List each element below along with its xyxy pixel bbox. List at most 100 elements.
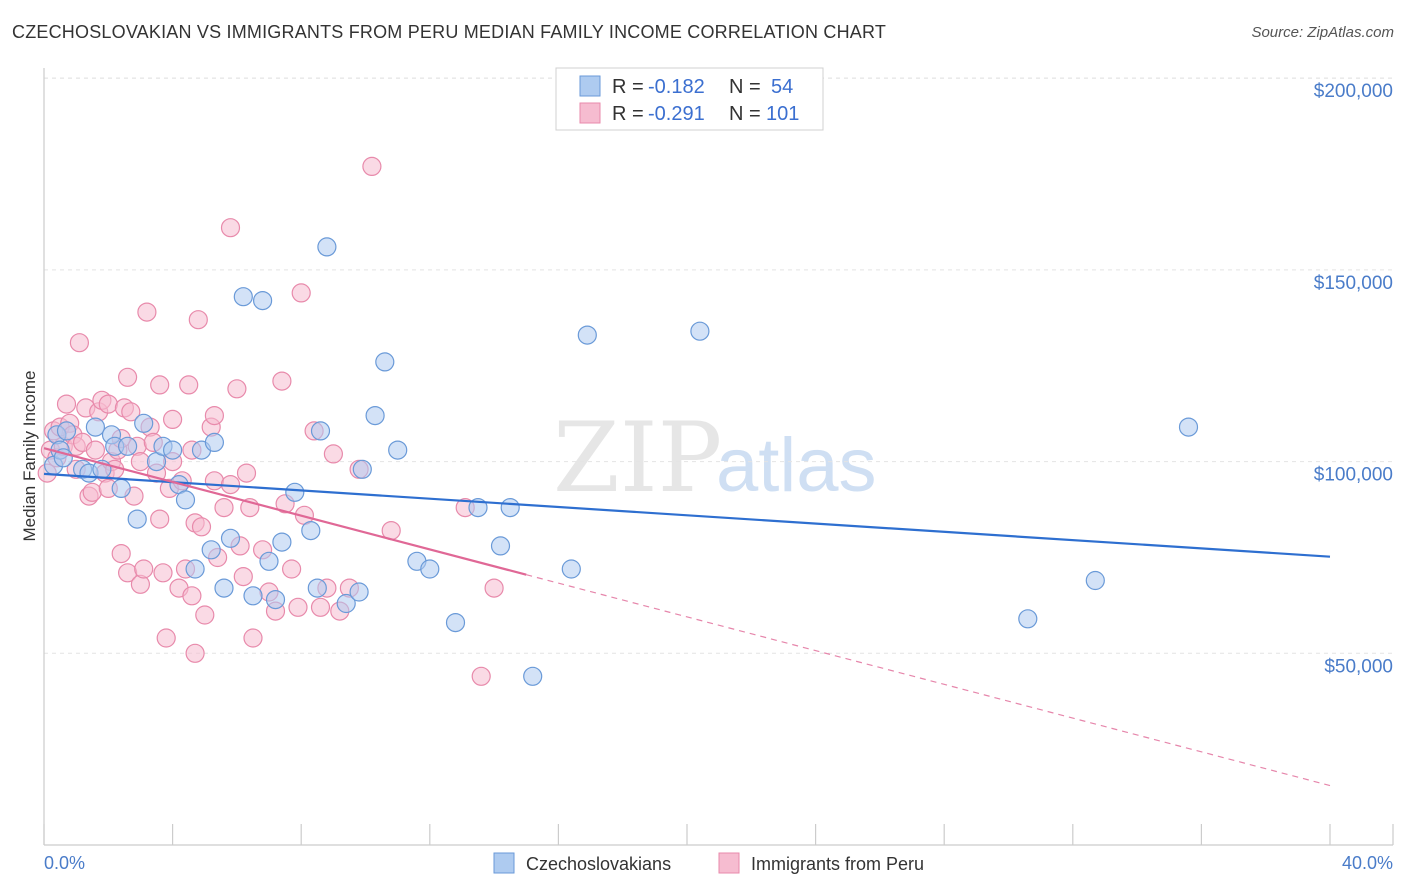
czech-point-40 xyxy=(365,406,385,426)
peru-point-26 xyxy=(111,543,131,564)
czech-point-13 xyxy=(127,509,147,529)
peru-point-78 xyxy=(291,283,311,303)
czech-point-53 xyxy=(1018,609,1038,629)
czech-point-27 xyxy=(243,586,263,606)
y-tick-label-1: $100,000 xyxy=(1314,465,1393,486)
peru-point-30 xyxy=(121,402,141,422)
czech-point-33 xyxy=(301,520,321,541)
czech-point-4 xyxy=(56,421,77,441)
bottom-legend: Czechoslovakians Immigrants from Peru xyxy=(493,852,924,874)
watermark: ZIP atlas xyxy=(553,402,877,514)
legend-swatch-czech xyxy=(579,75,601,97)
peru-point-40 xyxy=(150,375,170,395)
legend-r-label-czech: R = xyxy=(612,76,644,98)
peru-point-90 xyxy=(471,666,491,686)
peru-point-70 xyxy=(243,628,263,648)
czech-point-42 xyxy=(388,440,408,460)
y-tick-label-0: $50,000 xyxy=(1324,656,1393,677)
y-tick-label-2: $150,000 xyxy=(1314,273,1393,294)
peru-point-35 xyxy=(134,559,154,579)
x-ticks xyxy=(43,824,1394,845)
legend: R = -0.182 N = 54 R = -0.291 N = 101 xyxy=(555,67,824,131)
peru-point-54 xyxy=(185,643,205,663)
x-tick-label-min: 0.0% xyxy=(44,853,85,873)
peru-point-16 xyxy=(85,440,106,460)
peru-point-43 xyxy=(156,628,176,648)
peru-trend-line xyxy=(43,447,527,576)
czech-point-29 xyxy=(259,551,279,571)
peru-point-36 xyxy=(137,302,157,322)
y-axis-label: Median Family Income xyxy=(20,370,39,541)
y-tick-label-3: $200,000 xyxy=(1314,81,1393,102)
czech-point-32 xyxy=(285,482,305,502)
legend-n-value-peru: 101 xyxy=(766,103,799,125)
legend-r-value-peru: -0.291 xyxy=(648,103,705,125)
czech-point-31 xyxy=(272,532,292,552)
peru-point-50 xyxy=(179,375,199,395)
czech-point-44 xyxy=(420,559,440,579)
peru-point-6 xyxy=(56,394,77,414)
legend-n-label-czech: N = xyxy=(729,76,761,98)
peru-point-11 xyxy=(69,333,90,353)
czech-point-52 xyxy=(690,321,710,341)
peru-point-83 xyxy=(323,444,343,464)
czech-point-20 xyxy=(185,559,205,579)
legend-r-label-peru: R = xyxy=(612,103,644,125)
peru-point-20 xyxy=(98,394,118,414)
czech-point-54 xyxy=(1085,570,1105,591)
peru-point-45 xyxy=(163,409,183,429)
czech-point-11 xyxy=(111,478,131,498)
peru-point-15 xyxy=(82,482,102,502)
peru-point-57 xyxy=(195,605,215,625)
czech-point-23 xyxy=(204,432,224,452)
peru-point-56 xyxy=(191,517,212,537)
czech-point-37 xyxy=(336,593,356,614)
czech-points xyxy=(43,237,1199,686)
peru-point-42 xyxy=(153,563,173,583)
grid xyxy=(44,77,1393,654)
czech-point-22 xyxy=(201,540,221,560)
peru-point-65 xyxy=(227,379,247,399)
bottom-legend-swatch-czech xyxy=(493,852,515,874)
czech-point-47 xyxy=(490,536,511,556)
peru-point-76 xyxy=(282,559,302,579)
czech-point-17 xyxy=(163,440,183,460)
trend-lines xyxy=(43,447,1331,787)
chart-source: Source: ZipAtlas.com xyxy=(1251,24,1394,41)
legend-r-value-czech: -0.182 xyxy=(648,76,705,98)
peru-point-91 xyxy=(484,578,504,598)
peru-point-87 xyxy=(362,156,382,176)
legend-n-value-czech: 54 xyxy=(771,76,793,98)
czech-point-7 xyxy=(85,417,106,437)
peru-point-41 xyxy=(150,509,170,529)
czech-point-30 xyxy=(265,589,286,610)
czech-point-39 xyxy=(352,459,372,479)
peru-point-29 xyxy=(117,367,138,387)
czech-point-19 xyxy=(175,490,196,510)
peru-point-59 xyxy=(204,471,224,491)
czech-point-38 xyxy=(349,582,369,602)
bottom-legend-label-czech: Czechoslovakians xyxy=(526,854,671,874)
bottom-legend-swatch-peru xyxy=(718,852,740,874)
watermark-atlas: atlas xyxy=(716,423,877,508)
legend-swatch-peru xyxy=(579,102,601,124)
czech-point-49 xyxy=(523,666,543,686)
peru-point-77 xyxy=(288,597,308,617)
czech-point-24 xyxy=(214,578,234,598)
peru-point-67 xyxy=(233,566,253,587)
czech-point-34 xyxy=(307,578,327,598)
czech-trend-line xyxy=(43,472,1331,558)
peru-point-74 xyxy=(272,371,292,391)
czech-point-28 xyxy=(253,291,273,311)
peru-trend-line-extension xyxy=(526,574,1331,787)
peru-point-63 xyxy=(220,218,241,238)
peru-point-62 xyxy=(214,498,234,518)
y-tick-labels: $50,000 $100,000 $150,000 $200,000 xyxy=(1314,81,1393,677)
czech-point-41 xyxy=(375,352,395,372)
czech-point-12 xyxy=(117,436,138,456)
chart-title: CZECHOSLOVAKIAN VS IMMIGRANTS FROM PERU … xyxy=(12,22,887,42)
peru-point-81 xyxy=(310,597,331,617)
czech-point-35 xyxy=(310,421,331,441)
czech-point-50 xyxy=(561,559,581,579)
